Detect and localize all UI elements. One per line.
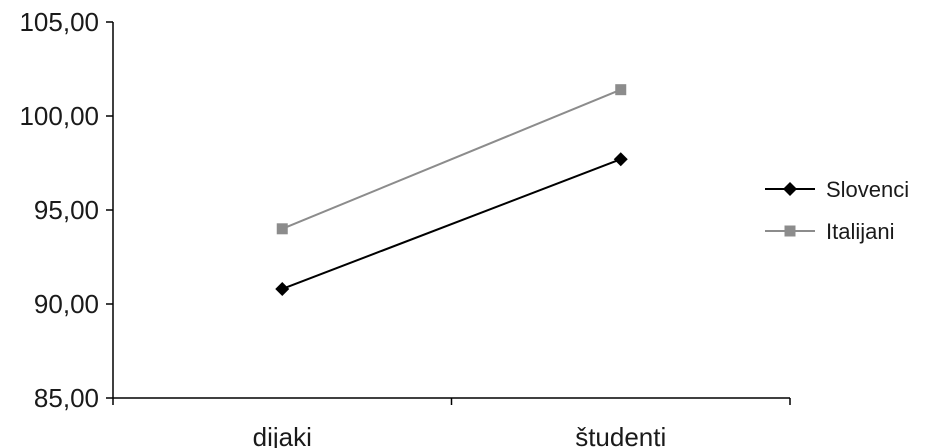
legend-label-italijani: Italijani bbox=[826, 219, 894, 244]
legend-item-italijani: Italijani bbox=[765, 219, 894, 244]
series-line-italijani bbox=[281, 88, 622, 230]
legend-item-slovenci: Slovenci bbox=[765, 177, 909, 202]
data-point-italijani bbox=[276, 223, 288, 235]
legend-marker-italijani bbox=[784, 225, 796, 237]
series-layer bbox=[275, 84, 628, 296]
x-tick-label: študenti bbox=[575, 422, 666, 448]
x-axis-ticks: dijaki študenti bbox=[112, 398, 791, 448]
y-tick-label: 85,00 bbox=[34, 383, 99, 413]
data-point-italijani bbox=[615, 84, 627, 96]
series-slovenci bbox=[275, 152, 628, 296]
legend-label-slovenci: Slovenci bbox=[826, 177, 909, 202]
legend-marker-slovenci bbox=[783, 182, 797, 196]
series-italijani bbox=[276, 84, 627, 235]
y-axis-ticks: 85,00 90,00 95,00 100,00 105,00 bbox=[19, 7, 113, 413]
y-tick-label: 95,00 bbox=[34, 195, 99, 225]
legend: Slovenci Italijani bbox=[765, 177, 909, 244]
data-point-slovenci bbox=[613, 152, 628, 167]
series-line-slovenci bbox=[281, 158, 622, 290]
y-tick-label: 105,00 bbox=[19, 7, 99, 37]
y-tick-label: 90,00 bbox=[34, 289, 99, 319]
x-tick-label: dijaki bbox=[253, 422, 312, 448]
y-tick-label: 100,00 bbox=[19, 101, 99, 131]
data-point-slovenci bbox=[275, 281, 290, 296]
